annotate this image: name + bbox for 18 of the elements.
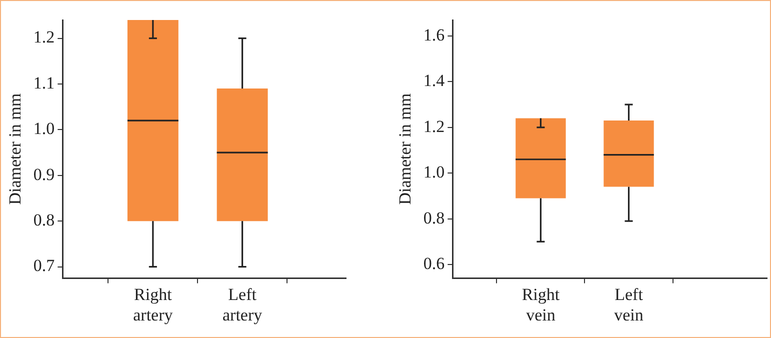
y-axis-title: Diameter in mm — [6, 93, 25, 205]
y-tick-label: 0.7 — [33, 256, 56, 276]
y-tick-label: 1.1 — [33, 73, 55, 92]
x-tick-label: Left artery — [222, 284, 263, 324]
x-tick-label: Right vein — [522, 284, 560, 324]
y-tick-label: 1.0 — [423, 162, 445, 182]
y-tick-label: 0.6 — [423, 254, 445, 273]
y-tick-label: 1.2 — [423, 116, 445, 136]
y-tick-label: 0.8 — [423, 208, 445, 228]
y-tick-label: 0.8 — [33, 210, 55, 230]
y-tick-label: 1.0 — [33, 119, 55, 138]
x-tick-label: Right artery — [133, 284, 174, 324]
x-tick-label: Left vein — [614, 284, 644, 324]
y-tick-label: 0.9 — [33, 164, 55, 184]
y-tick-label: 1.4 — [423, 71, 446, 90]
y-tick-label: 1.2 — [33, 28, 55, 47]
y-tick-label: 1.6 — [423, 25, 445, 44]
y-axis-title: Diameter in mm — [396, 93, 415, 205]
